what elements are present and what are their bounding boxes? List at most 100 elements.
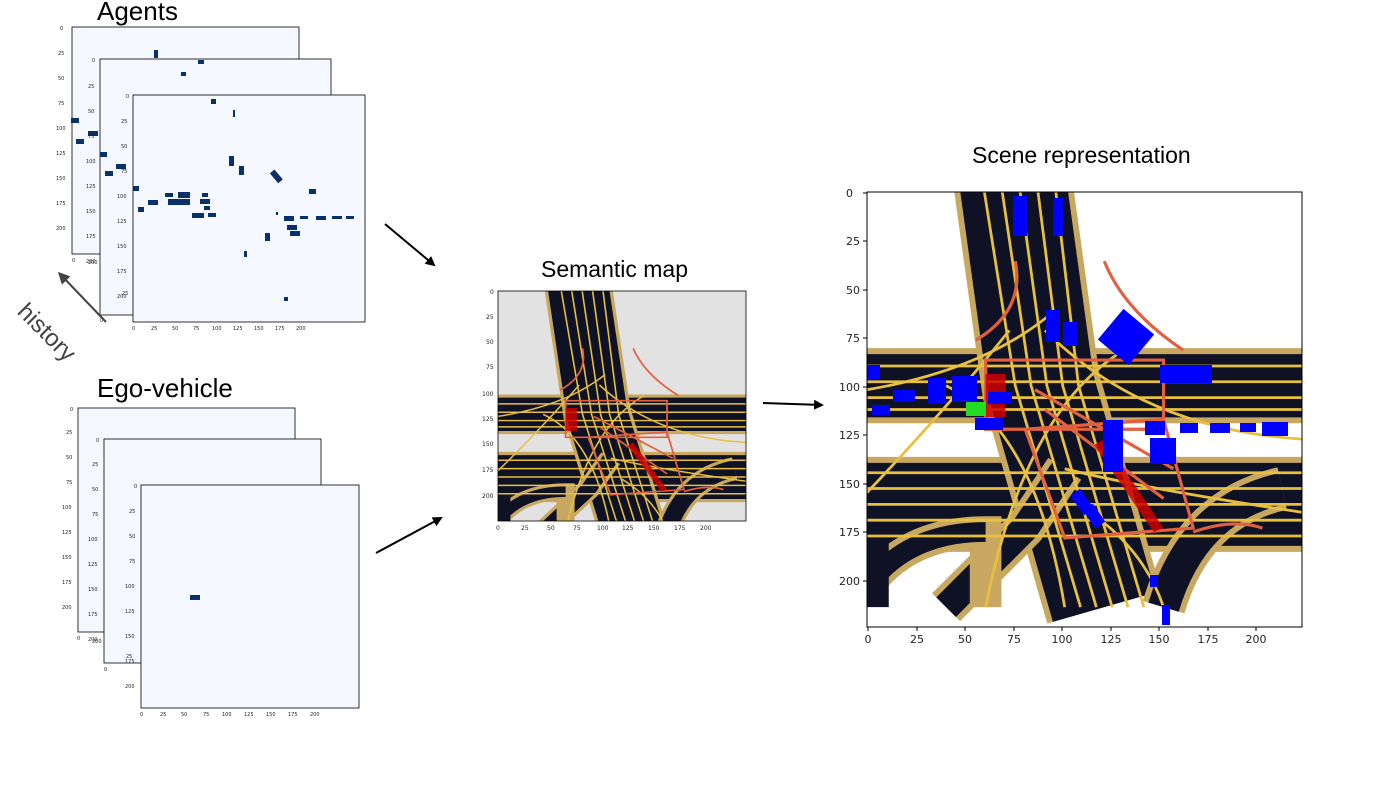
svg-text:25: 25 <box>129 509 135 515</box>
svg-text:75: 75 <box>203 712 209 718</box>
svg-text:100: 100 <box>88 537 98 543</box>
svg-text:75: 75 <box>129 559 135 565</box>
scene-x-tick: 175 <box>1198 633 1219 646</box>
agents-frame-3: 0 25 50 75 100 125 150 175 200 0 25 50 75 100 125 15… <box>117 94 366 332</box>
svg-text:0: 0 <box>140 712 143 718</box>
svg-text:200: 200 <box>117 294 127 300</box>
svg-text:50: 50 <box>58 76 64 82</box>
scene-y-tick: 25 <box>846 235 860 248</box>
svg-text:25: 25 <box>58 51 64 57</box>
svg-text:0: 0 <box>72 258 75 264</box>
svg-text:0: 0 <box>77 636 80 642</box>
svg-text:125: 125 <box>117 219 127 225</box>
svg-text:100: 100 <box>597 525 609 532</box>
ego-frame-3: 0 25 50 75 100 125 150 175 200 0 25 50 75 100 125 15… <box>125 484 360 718</box>
svg-text:75: 75 <box>92 512 98 518</box>
svg-text:75: 75 <box>573 525 581 532</box>
svg-text:175: 175 <box>62 580 72 586</box>
svg-text:50: 50 <box>88 109 94 115</box>
svg-text:75: 75 <box>58 101 64 107</box>
svg-text:125: 125 <box>56 151 66 157</box>
svg-text:0: 0 <box>490 289 494 296</box>
svg-text:125: 125 <box>88 562 98 568</box>
scene-y-tick: 125 <box>839 429 860 442</box>
svg-text:150: 150 <box>56 176 66 182</box>
scene-x-tick: 0 <box>865 633 872 646</box>
svg-text:100: 100 <box>125 584 135 590</box>
svg-text:200: 200 <box>88 637 98 643</box>
svg-text:0: 0 <box>496 525 500 532</box>
history-arrow <box>57 271 107 323</box>
svg-text:125: 125 <box>125 609 135 615</box>
scene-y-tick: 100 <box>839 381 860 394</box>
ego-to-map-arrow <box>375 517 443 554</box>
svg-text:50: 50 <box>66 455 72 461</box>
scene-x-tick: 100 <box>1052 633 1073 646</box>
svg-text:175: 175 <box>288 712 298 718</box>
svg-text:150: 150 <box>482 441 494 448</box>
svg-text:100: 100 <box>212 326 222 332</box>
svg-text:50: 50 <box>547 525 555 532</box>
svg-text:25: 25 <box>486 314 494 321</box>
svg-text:200: 200 <box>310 712 320 718</box>
svg-text:125: 125 <box>233 326 243 332</box>
svg-text:25: 25 <box>151 326 157 332</box>
svg-text:175: 175 <box>482 467 494 474</box>
scene-y-ticks: 0 25 50 75 100 125 150 175 200 <box>839 187 860 588</box>
scene-ego <box>966 402 986 416</box>
svg-text:0: 0 <box>92 58 95 64</box>
svg-text:150: 150 <box>254 326 264 332</box>
svg-text:175: 175 <box>125 659 135 665</box>
svg-text:100: 100 <box>117 194 127 200</box>
svg-text:0: 0 <box>60 26 63 32</box>
svg-text:200: 200 <box>92 639 102 645</box>
svg-text:0: 0 <box>100 318 103 324</box>
svg-text:125: 125 <box>622 525 634 532</box>
svg-text:50: 50 <box>121 144 127 150</box>
svg-text:150: 150 <box>125 634 135 640</box>
svg-text:25: 25 <box>126 654 132 660</box>
svg-text:175: 175 <box>88 612 98 618</box>
svg-text:0: 0 <box>134 484 137 490</box>
svg-text:50: 50 <box>92 487 98 493</box>
svg-text:200: 200 <box>125 684 135 690</box>
svg-text:175: 175 <box>275 326 285 332</box>
svg-text:100: 100 <box>482 391 494 398</box>
svg-text:200: 200 <box>88 260 98 266</box>
svg-text:25: 25 <box>92 462 98 468</box>
svg-text:125: 125 <box>62 530 72 536</box>
scene-x-ticks: 0 25 50 75 100 125 150 175 200 <box>865 633 1267 646</box>
svg-text:25: 25 <box>122 291 128 297</box>
scene-y-tick: 150 <box>839 478 860 491</box>
svg-text:25: 25 <box>160 712 166 718</box>
svg-text:150: 150 <box>117 244 127 250</box>
svg-text:0: 0 <box>132 326 135 332</box>
svg-text:175: 175 <box>86 234 96 240</box>
scene-y-tick: 175 <box>839 526 860 539</box>
svg-text:200: 200 <box>296 326 306 332</box>
agents-title: Agents <box>97 0 178 26</box>
scene-x-tick: 75 <box>1007 633 1021 646</box>
scene-representation-title: Scene representation <box>972 142 1191 168</box>
svg-text:175: 175 <box>674 525 686 532</box>
svg-text:75: 75 <box>193 326 199 332</box>
svg-text:0: 0 <box>96 438 99 444</box>
svg-text:175: 175 <box>117 269 127 275</box>
svg-text:100: 100 <box>62 505 72 511</box>
svg-text:200: 200 <box>700 525 712 532</box>
scene-x-tick: 200 <box>1246 633 1267 646</box>
svg-text:125: 125 <box>86 184 96 190</box>
svg-text:150: 150 <box>88 587 98 593</box>
svg-text:0: 0 <box>104 667 107 673</box>
svg-text:150: 150 <box>648 525 660 532</box>
svg-text:25: 25 <box>66 430 72 436</box>
ego-vehicle-title: Ego-vehicle <box>97 373 233 403</box>
svg-text:0: 0 <box>70 407 73 413</box>
svg-text:50: 50 <box>129 534 135 540</box>
svg-text:200: 200 <box>56 226 66 232</box>
svg-text:25: 25 <box>521 525 529 532</box>
scene-x-tick: 125 <box>1101 633 1122 646</box>
svg-text:25: 25 <box>88 84 94 90</box>
svg-text:200: 200 <box>62 605 72 611</box>
